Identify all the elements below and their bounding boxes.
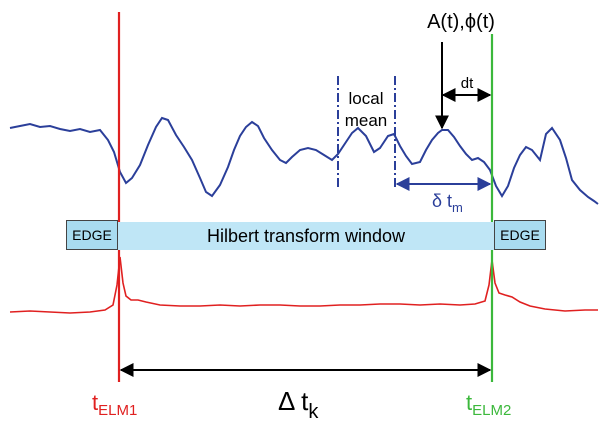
red-elm-signal	[9, 256, 598, 314]
delta-tm-main: δ t	[432, 191, 452, 211]
delta-tm-label: δ tm	[432, 191, 463, 215]
t-elm1-label: tELM1	[92, 390, 137, 419]
local-mean-label-line2: mean	[345, 111, 388, 130]
t-elm1-sub: ELM1	[98, 402, 137, 419]
hilbert-transform-window: Hilbert transform window	[118, 222, 494, 250]
t-elm2-sub: ELM2	[472, 402, 511, 419]
t-elm2-main: t	[466, 390, 472, 415]
delta-tm-sub: m	[452, 200, 463, 215]
t-elm1-main: t	[92, 390, 98, 415]
edge-left-box: EDGE	[66, 220, 118, 250]
dt-label: dt	[461, 75, 474, 92]
delta-tk-sub: k	[308, 401, 319, 423]
edge-right-box: EDGE	[494, 220, 546, 250]
local-mean-label-line1: local	[349, 89, 384, 108]
hilbert-window-label: Hilbert transform window	[206, 225, 406, 246]
amp-phase-label: A(t),ϕ(t)	[427, 11, 495, 33]
delta-tk-label: Δ tk	[278, 386, 319, 423]
delta-tk-main: Δ t	[278, 386, 309, 416]
t-elm2-label: tELM2	[466, 390, 511, 419]
blue-fluctuation-signal	[9, 116, 599, 205]
edge-left-label: EDGE	[72, 227, 112, 243]
edge-right-label: EDGE	[500, 227, 540, 243]
